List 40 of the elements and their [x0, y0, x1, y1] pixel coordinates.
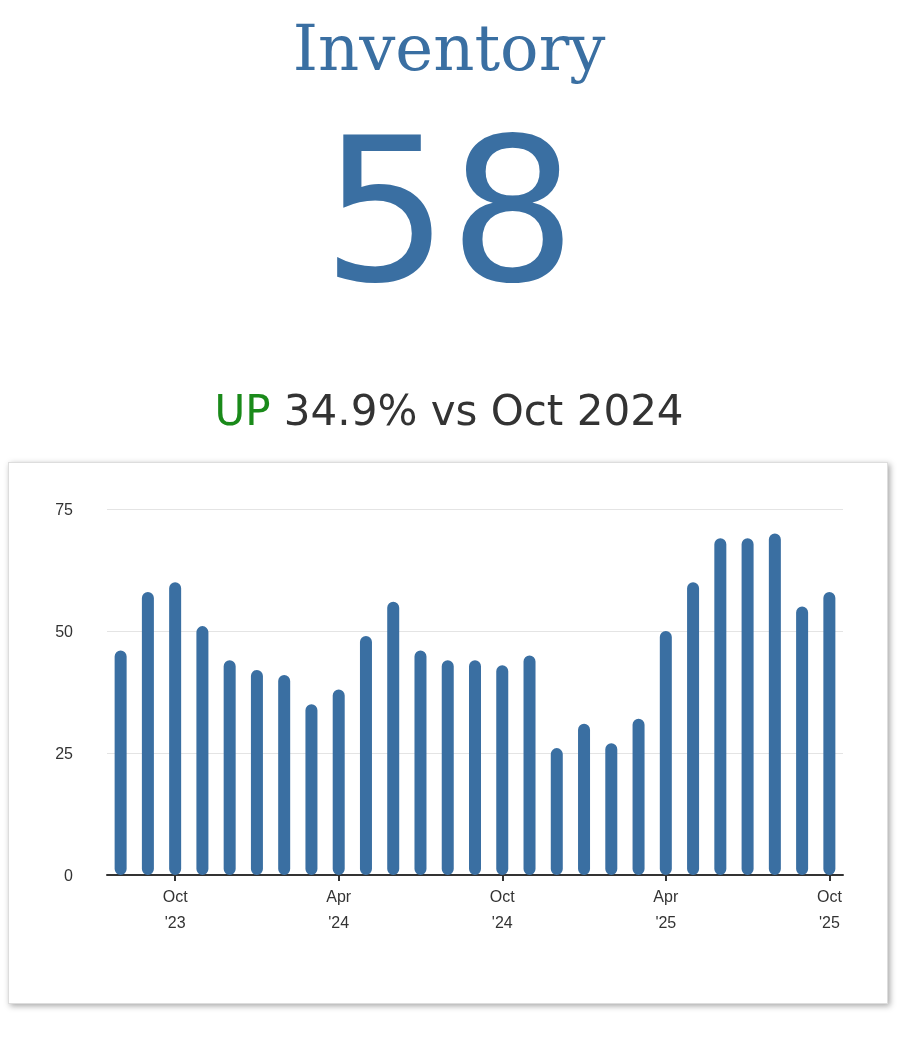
bar: [387, 601, 400, 875]
bar: [278, 674, 291, 875]
bar: [305, 704, 318, 875]
text: 34.9% vs Oct 2024: [283, 386, 684, 435]
bar: [223, 660, 236, 875]
bar: [714, 538, 727, 875]
bar: [332, 689, 345, 875]
bar: [196, 626, 209, 875]
bar: [496, 665, 509, 875]
y-tick-label: 75: [55, 500, 74, 518]
bar: [605, 743, 618, 875]
x-tick-label: Apr '25: [653, 887, 679, 931]
bar: [469, 660, 481, 875]
bar: [169, 582, 182, 875]
bar: [687, 582, 700, 875]
bar: [578, 723, 591, 875]
bar: [359, 635, 372, 875]
text: 58: [320, 94, 578, 327]
text: UP: [214, 386, 271, 435]
x-tick-label: Apr '24: [326, 887, 352, 931]
bar: [796, 606, 809, 875]
y-tick-label: 0: [64, 866, 74, 884]
bar: [441, 660, 454, 875]
bar: [250, 670, 263, 875]
bar: [550, 748, 563, 875]
bar: [114, 650, 127, 875]
bar: [523, 655, 536, 875]
bar: [768, 533, 781, 875]
bar: [414, 650, 427, 875]
x-tick-label: Oct '23: [162, 887, 189, 931]
bar: [141, 591, 154, 875]
bar: [741, 538, 754, 875]
chart-title: Inventory: [291, 10, 607, 87]
y-tick-label: 50: [55, 622, 74, 640]
bar: [632, 718, 645, 875]
bar: [659, 631, 672, 875]
x-tick-label: Oct '24: [489, 887, 516, 931]
x-tick-label: Oct '25: [816, 887, 843, 931]
bar: [823, 591, 836, 875]
y-tick-label: 25: [55, 744, 74, 762]
